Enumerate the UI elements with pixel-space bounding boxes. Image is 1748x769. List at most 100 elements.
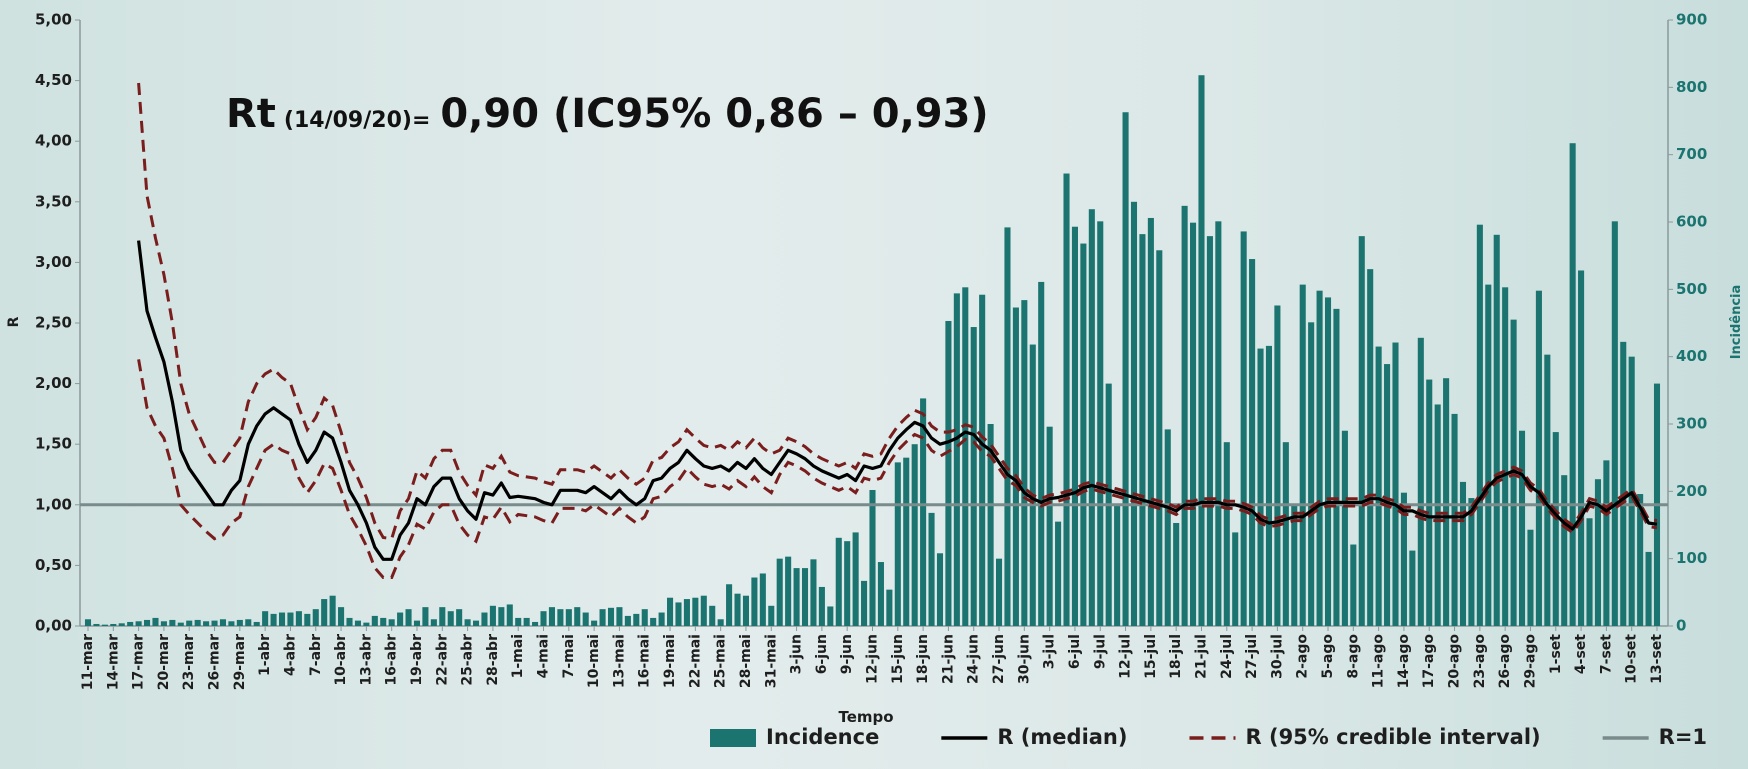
bar (304, 613, 311, 626)
bar (1097, 221, 1104, 626)
x-tick-label: 15-jun (890, 634, 906, 684)
bar (1223, 442, 1230, 626)
bar (877, 562, 884, 626)
bar (1198, 75, 1205, 627)
bar (650, 617, 657, 626)
bar (1569, 143, 1576, 626)
bar (1367, 269, 1374, 626)
bar (970, 327, 977, 626)
x-tick-label: 8-ago (1345, 634, 1361, 679)
bar (1316, 290, 1323, 626)
y2-tick-label: 200 (1676, 482, 1707, 500)
bar (1476, 224, 1483, 626)
bar (1249, 259, 1256, 626)
ci-lower-line (137, 359, 1658, 579)
y2-axis-label: Incidência (1729, 285, 1744, 360)
bar (211, 620, 218, 626)
legend-label: Incidence (766, 725, 879, 749)
x-tick-label: 10-abr (333, 634, 349, 686)
y2-tick-label: 600 (1676, 213, 1707, 231)
x-tick-label: 10-set (1624, 634, 1640, 684)
x-tick-label: 30-jun (1016, 634, 1032, 684)
bar (135, 621, 142, 626)
y-tick-label: 3,00 (35, 253, 72, 271)
bar (1552, 432, 1559, 626)
bar (1485, 284, 1492, 626)
ci-upper-line (137, 82, 1658, 541)
bar (801, 568, 809, 626)
y2-tick-label: 300 (1676, 415, 1707, 433)
bar (1164, 429, 1171, 626)
bar (641, 609, 648, 626)
bar (228, 621, 235, 626)
x-tick-label: 22-abr (434, 634, 450, 686)
x-tick-label: 24-jun (966, 634, 982, 684)
bar (456, 609, 463, 626)
bar (1459, 481, 1467, 626)
bar (1080, 243, 1087, 626)
bar (911, 444, 918, 626)
bar (270, 613, 277, 626)
x-tick-label: 16-mai (637, 634, 653, 688)
y2-tick-label: 0 (1676, 617, 1686, 635)
bar (920, 398, 927, 626)
bar (397, 612, 404, 626)
bar (245, 619, 252, 626)
legend-label: R (95% credible interval) (1245, 725, 1540, 749)
bar (1063, 173, 1070, 626)
x-tick-label: 4-abr (282, 634, 298, 676)
y-tick-label: 2,00 (35, 374, 72, 392)
x-tick-label: 23-mar (181, 634, 197, 690)
bar (1637, 494, 1644, 626)
bar (160, 621, 167, 626)
bar (574, 607, 581, 626)
bar (515, 617, 522, 626)
bar (1518, 430, 1526, 626)
bar (1350, 544, 1357, 626)
bar (177, 622, 184, 626)
x-tick-label: 9-jul (1092, 634, 1108, 669)
r-median-line (137, 240, 1658, 561)
bar (785, 556, 792, 626)
bar (186, 620, 193, 626)
bar (793, 568, 800, 626)
bar (1561, 475, 1568, 626)
bar (658, 612, 665, 626)
bar (1299, 284, 1306, 626)
bar (1308, 322, 1315, 626)
bar (835, 537, 842, 626)
x-tick-label: 22-mai (687, 634, 703, 688)
y-tick-label: 2,50 (35, 314, 72, 332)
bar (607, 607, 615, 626)
bar (1130, 201, 1138, 627)
bar (1443, 378, 1450, 626)
bar (1190, 222, 1197, 626)
bar (1004, 227, 1011, 627)
bar (1282, 442, 1289, 626)
bar (127, 621, 134, 626)
bar (557, 609, 564, 626)
bar (759, 573, 766, 626)
bar (262, 611, 269, 626)
y-tick-label: 1,00 (35, 495, 72, 513)
bar (667, 597, 674, 626)
y2-tick-label: 500 (1676, 280, 1707, 298)
bar (1240, 231, 1247, 626)
x-tick-label: 10-mai (586, 634, 602, 688)
x-tick-label: 4-mai (536, 634, 552, 678)
bar (338, 607, 345, 626)
bar (380, 617, 387, 626)
bar (405, 609, 412, 626)
bar (827, 606, 834, 626)
x-tick-label: 3-jul (1042, 634, 1058, 669)
x-tick-label: 9-jun (839, 634, 855, 674)
bar (995, 558, 1003, 626)
bar (84, 619, 92, 626)
x-tick-label: 18-jun (915, 634, 931, 684)
bar (717, 619, 724, 626)
bar (101, 624, 108, 626)
bar (1038, 281, 1045, 626)
x-tick-label: 1-mai (510, 634, 526, 678)
bar (489, 605, 496, 626)
